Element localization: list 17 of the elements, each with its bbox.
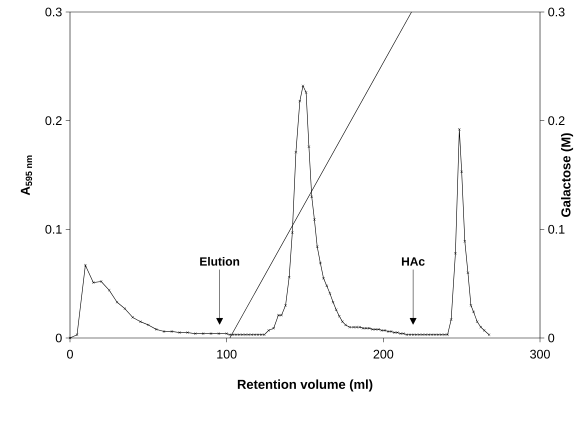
y-tick-label: 0.2 — [45, 116, 62, 126]
annotation: Elution — [200, 256, 240, 266]
y2-tick-label: 0.1 — [548, 224, 564, 234]
x-tick-label: 300 — [530, 350, 550, 359]
y2-tick-label: 0 — [548, 334, 554, 342]
annotation: HAc — [402, 257, 425, 266]
y2-axis-title: Galactose (M) — [560, 133, 574, 217]
y-tick-label: 0.1 — [45, 224, 62, 234]
y2-tick-label: 0.2 — [548, 116, 564, 126]
x-tick-label: 0 — [67, 350, 73, 359]
x-tick-label: 200 — [374, 350, 394, 359]
x-tick-label: 100 — [217, 350, 237, 359]
y-tick-label: 0 — [56, 334, 62, 342]
x-axis-title: Retention volume (ml) — [238, 379, 372, 392]
y2-tick-label: 0.3 — [548, 8, 565, 16]
y-axis-title: A$_{595 nm}$ — [20, 156, 32, 196]
y-tick-label: 0.3 — [45, 8, 62, 16]
